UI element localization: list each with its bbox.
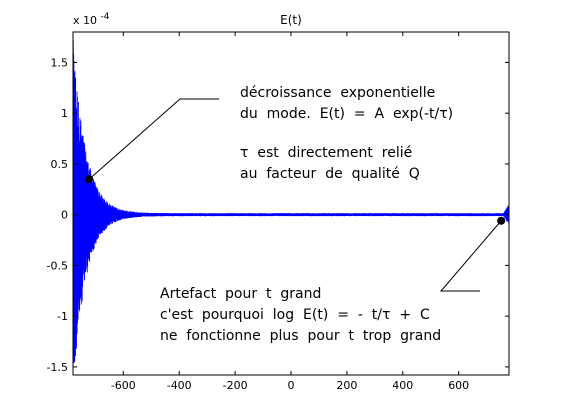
annotation-line: c'est pourquoi log E(t) = - t/τ + C (160, 307, 430, 323)
y-tick-label: -1.5 (47, 361, 68, 374)
y-tick-label: 1 (61, 107, 68, 120)
x-tick-label: 600 (448, 379, 469, 392)
x-tick-label: 400 (392, 379, 413, 392)
y-tick-label: 0 (61, 209, 68, 222)
annotation-line: Artefact pour t grand (160, 286, 322, 302)
y-tick-label: -0.5 (47, 259, 68, 272)
y-exponent-base: x 10 (73, 14, 97, 27)
annotation-leader-lines (88, 98, 502, 292)
series-line-0 (72, 39, 510, 366)
y-tick-label: -1 (57, 310, 68, 323)
y-axis-exponent-label: x 10 -4 (73, 12, 110, 27)
x-tick-label: 0 (288, 379, 295, 392)
x-tick-label: 200 (336, 379, 357, 392)
annotation-line: ne fonctionne plus pour t trop grand (160, 328, 442, 344)
leader-line-top (88, 98, 219, 180)
leader-line-bottom (439, 220, 502, 292)
x-tick-label: -600 (111, 379, 136, 392)
annotation-exponential-decay: décroissance exponentielle du mode. E(t)… (240, 83, 453, 125)
annotation-line: du mode. E(t) = A exp(-t/τ) (240, 106, 454, 122)
chart-title: E(t) (280, 13, 302, 27)
x-tick-label: -200 (223, 379, 248, 392)
axes-layer: -600 -400 -200 0 200 400 600 -1.5 -1 -0.5 0 0.5 1 1.5 (47, 31, 510, 392)
annotation-line: τ est directement relié (240, 145, 413, 161)
y-tick-label: 1.5 (51, 56, 69, 69)
y-tick-label: 0.5 (51, 158, 69, 171)
y-exponent-power: -4 (101, 12, 110, 22)
annotation-line: au facteur de qualité Q (240, 166, 420, 182)
annotation-line: décroissance exponentielle (240, 85, 436, 101)
x-tick-label: -400 (167, 379, 192, 392)
annotation-tau-quality-factor: τ est directement relié au facteur de qu… (240, 143, 420, 185)
annotation-artefact: Artefact pour t grand c'est pourquoi log… (160, 284, 441, 347)
